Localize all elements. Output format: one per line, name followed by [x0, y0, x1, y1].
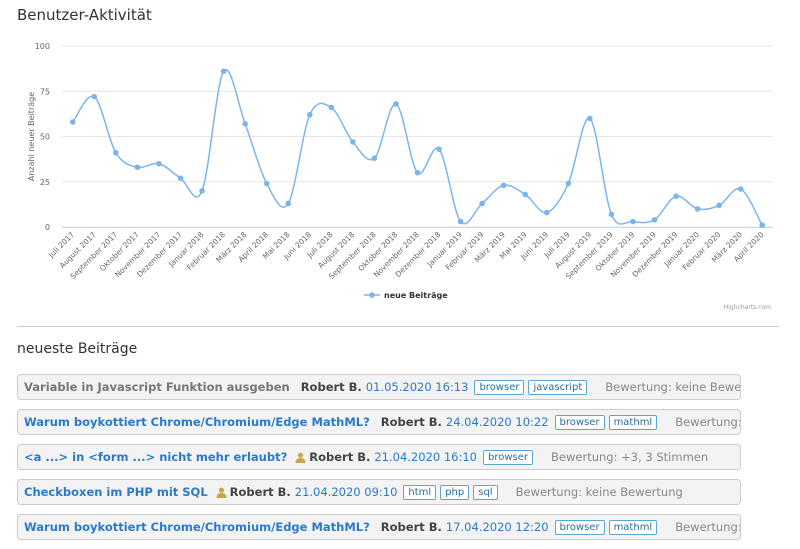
y-axis-title: Anzahl neuer Beiträge: [27, 92, 36, 181]
data-point: [759, 222, 766, 228]
tag[interactable]: browser: [554, 519, 605, 535]
data-point: [156, 160, 162, 167]
post-date[interactable]: 21.04.2020 16:10: [374, 450, 478, 464]
data-point: [587, 115, 593, 122]
tag[interactable]: sql: [473, 484, 498, 500]
data-point: [220, 68, 227, 75]
tag[interactable]: browser: [474, 379, 525, 395]
post-row: Warum boykottiert Chrome/Chromium/Edge M…: [17, 409, 741, 435]
post-author[interactable]: Robert B.: [300, 380, 362, 394]
y-tick-label: 25: [40, 178, 50, 187]
data-point: [69, 119, 76, 125]
post-author[interactable]: Robert B.: [229, 485, 291, 499]
post-author[interactable]: Robert B.: [309, 450, 371, 464]
post-date[interactable]: 01.05.2020 16:13: [365, 380, 469, 394]
tag[interactable]: php: [440, 484, 470, 500]
data-point: [436, 146, 442, 152]
data-point: [263, 180, 270, 187]
data-point: [543, 209, 550, 216]
data-point: [651, 216, 658, 223]
post-rating: Bewertung: keine Bewertung: [675, 520, 741, 534]
tag[interactable]: mathml: [608, 414, 658, 430]
post-row: <a ...> in <form ...> nicht mehr erlaubt…: [17, 444, 741, 470]
tag[interactable]: browser: [554, 414, 605, 430]
separator: [17, 326, 779, 327]
data-point: [630, 218, 636, 225]
post-list: Variable in Javascript Funktion ausgeben…: [17, 374, 741, 549]
data-point: [113, 149, 119, 156]
data-point: [414, 169, 421, 176]
post-date[interactable]: 24.04.2020 10:22: [445, 415, 549, 429]
data-point: [177, 175, 184, 181]
data-point: [393, 101, 399, 107]
y-tick-label: 75: [40, 87, 50, 96]
y-tick-label: 100: [35, 42, 50, 51]
data-point: [565, 180, 572, 187]
user-icon: [216, 487, 227, 498]
data-point: [91, 93, 98, 100]
post-date[interactable]: 17.04.2020 12:20: [445, 520, 549, 534]
post-date[interactable]: 21.04.2020 09:10: [294, 485, 398, 499]
data-point: [285, 200, 292, 207]
data-point: [500, 182, 507, 189]
post-rating: Bewertung: keine Bewertung: [675, 415, 741, 429]
post-rating: Bewertung: +3, 3 Stimmen: [551, 450, 709, 464]
post-title[interactable]: Warum boykottiert Chrome/Chromium/Edge M…: [24, 415, 370, 429]
tag[interactable]: javascript: [528, 379, 588, 395]
post-row: Checkboxen im PHP mit SQL Robert B. 21.04.…: [17, 479, 741, 505]
data-point: [457, 218, 464, 225]
data-point: [694, 206, 701, 212]
chart-title: Benutzer-Aktivität: [17, 6, 152, 24]
post-title[interactable]: Variable in Javascript Funktion ausgeben: [24, 380, 290, 394]
y-tick-label: 0: [45, 223, 50, 232]
data-point: [673, 193, 679, 200]
user-icon: [295, 452, 306, 463]
post-row: Variable in Javascript Funktion ausgeben…: [17, 374, 741, 400]
data-point: [737, 186, 744, 192]
section-title: neueste Beiträge: [17, 341, 138, 357]
tag[interactable]: mathml: [608, 519, 658, 535]
data-point: [350, 139, 356, 145]
credits: Highcharts.com: [724, 304, 771, 311]
data-point: [522, 191, 529, 198]
post-author[interactable]: Robert B.: [380, 520, 442, 534]
data-point: [306, 111, 313, 118]
post-author[interactable]: Robert B.: [380, 415, 442, 429]
data-point: [242, 121, 248, 127]
legend-marker: [369, 292, 375, 298]
data-point: [134, 164, 141, 171]
y-tick-label: 50: [40, 133, 50, 142]
post-row: Warum boykottiert Chrome/Chromium/Edge M…: [17, 514, 741, 540]
post-title[interactable]: Checkboxen im PHP mit SQL: [24, 485, 208, 499]
legend-label[interactable]: neue Beiträge: [384, 291, 448, 300]
post-rating: Bewertung: keine Bewertung: [605, 380, 741, 394]
data-point: [199, 188, 205, 194]
data-point: [328, 104, 335, 111]
data-point: [716, 202, 722, 209]
post-title[interactable]: <a ...> in <form ...> nicht mehr erlaubt…: [24, 450, 288, 464]
tag[interactable]: html: [403, 484, 437, 500]
series-line: [72, 68, 763, 226]
data-point: [608, 211, 615, 218]
data-point: [371, 155, 378, 162]
post-rating: Bewertung: keine Bewertung: [515, 485, 683, 499]
post-title[interactable]: Warum boykottiert Chrome/Chromium/Edge M…: [24, 520, 370, 534]
data-point: [479, 200, 485, 207]
tag[interactable]: browser: [483, 449, 534, 465]
